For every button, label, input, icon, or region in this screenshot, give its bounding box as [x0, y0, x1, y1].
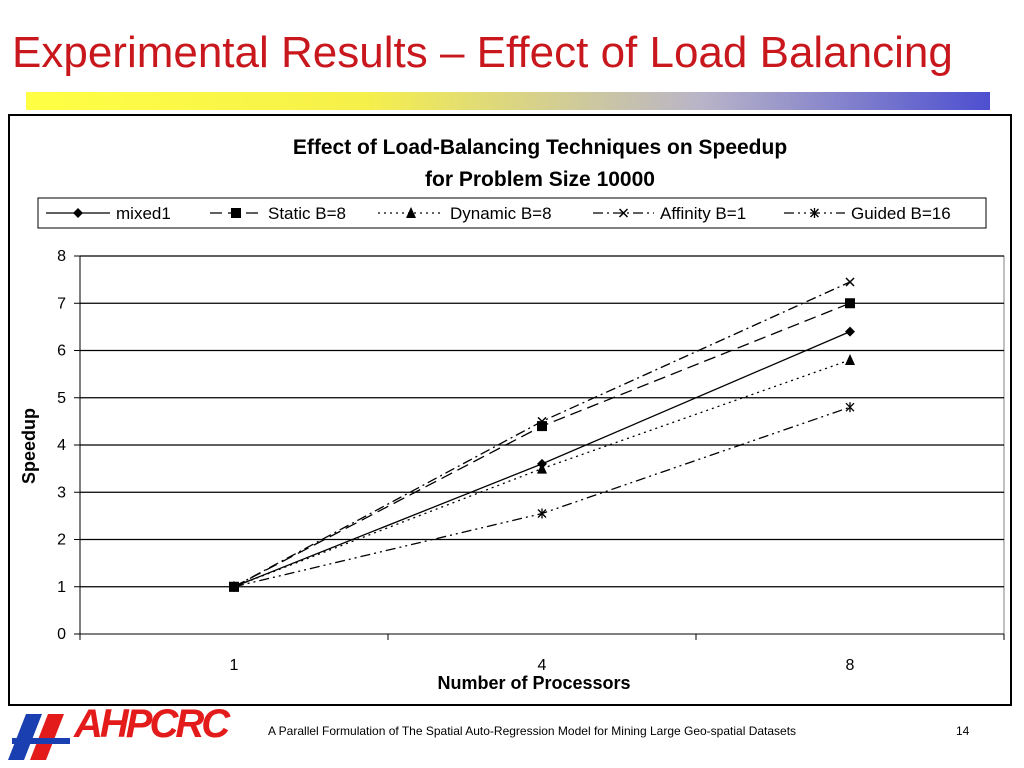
- data-point-s4-2: [845, 402, 855, 413]
- footer-text: A Parallel Formulation of The Spatial Au…: [268, 724, 797, 738]
- legend-marker-4: [810, 208, 819, 218]
- y-tick-label: 4: [57, 437, 66, 454]
- speedup-chart: Effect of Load-Balancing Techniques on S…: [19, 136, 1005, 693]
- y-tick-label: 7: [57, 295, 66, 312]
- legend-marker-0: [73, 208, 83, 218]
- title-underline-bar: [26, 92, 990, 110]
- chart-title-line1: Effect of Load-Balancing Techniques on S…: [293, 136, 787, 159]
- legend-label-2: Dynamic B=8: [450, 204, 552, 223]
- data-point-s2-2: [845, 353, 855, 365]
- legend-label-1: Static B=8: [268, 204, 346, 223]
- y-tick-label: 2: [57, 532, 66, 549]
- chart-legend: mixed1 Static B=8 Dynamic B=8 Affinity B=1 G…: [37, 197, 987, 229]
- x-tick-label: 8: [846, 657, 855, 674]
- ahpcrc-logo: [8, 714, 70, 760]
- data-point-s3-1: [537, 416, 547, 426]
- y-tick-label: 5: [57, 390, 66, 407]
- x-axis-label: Number of Processors: [437, 673, 630, 693]
- legend-label-0: mixed1: [116, 204, 171, 223]
- data-point-s4-1: [537, 508, 547, 519]
- x-tick-label: 4: [538, 657, 547, 674]
- data-point-s0-2: [845, 326, 855, 337]
- y-tick-label: 8: [57, 248, 66, 265]
- y-tick-label: 0: [57, 626, 66, 643]
- legend-label-3: Affinity B=1: [660, 204, 746, 223]
- x-tick-label: 1: [230, 657, 239, 674]
- y-tick-label: 6: [57, 343, 66, 360]
- logo-text: AHPCRC: [74, 702, 230, 746]
- series-line-2: [233, 359, 851, 588]
- legend-label-4: Guided B=16: [851, 204, 951, 223]
- series-line-3: [233, 281, 851, 588]
- legend-marker-1: [231, 208, 241, 218]
- series-line-4: [233, 406, 851, 588]
- data-point-s3-2: [845, 277, 855, 287]
- data-point-s1-1: [537, 421, 547, 432]
- legend-marker-3: [618, 208, 629, 218]
- data-point-s4-0: [229, 581, 239, 592]
- y-tick-label: 1: [57, 579, 66, 596]
- y-tick-label: 3: [57, 484, 66, 501]
- plot-area: 0 1 2 3 4 5 6 7 8 1 4 8: [57, 248, 1005, 674]
- chart-title-line2: for Problem Size 10000: [425, 168, 655, 191]
- legend-marker-2: [406, 207, 416, 218]
- page-number: 14: [956, 724, 970, 738]
- y-axis-label: Speedup: [19, 408, 39, 484]
- data-point-s1-2: [845, 298, 855, 309]
- data-point-s2-1: [537, 462, 547, 474]
- slide-title: Experimental Results – Effect of Load Ba…: [12, 28, 953, 77]
- legend-box: [37, 197, 987, 229]
